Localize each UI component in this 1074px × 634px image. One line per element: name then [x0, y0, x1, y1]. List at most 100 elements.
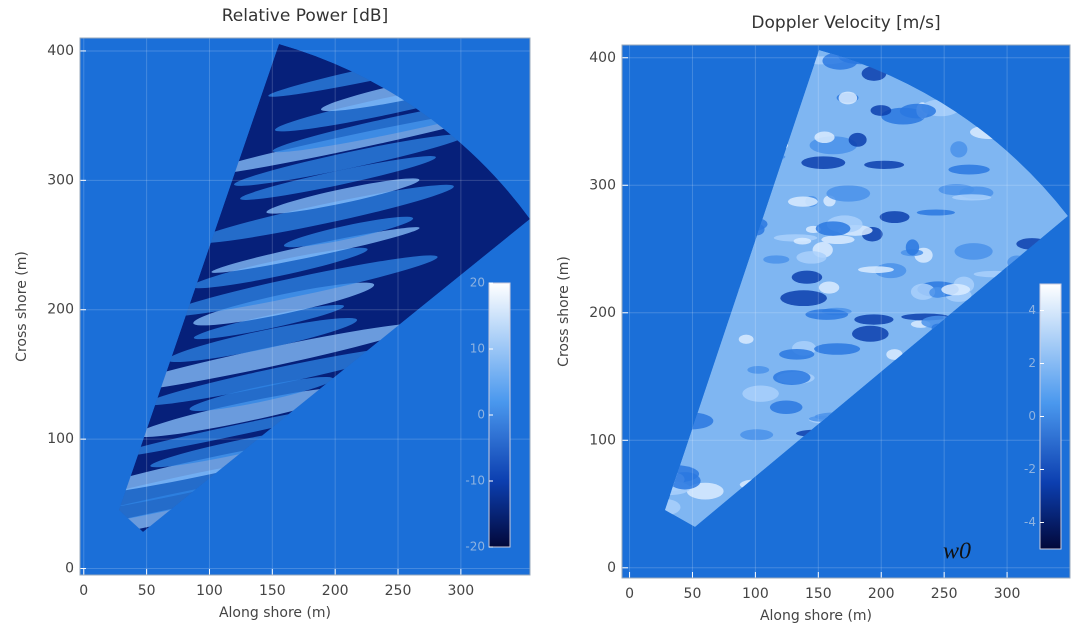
speckle	[773, 370, 811, 385]
colorbar-tick-label: -2	[1024, 462, 1036, 476]
colorbar-tick-label: 10	[470, 342, 485, 356]
x-tick-label: 50	[138, 583, 156, 599]
speckle	[815, 221, 851, 236]
x-tick-label: 250	[931, 586, 958, 602]
colorbar-tick-label: 2	[1028, 356, 1036, 370]
speckle	[665, 499, 681, 516]
speckle	[952, 194, 992, 201]
speckle	[796, 251, 827, 264]
colorbar-tick-label: -4	[1024, 515, 1036, 529]
y-tick-label: 200	[47, 302, 74, 318]
speckle	[742, 385, 779, 402]
y-tick-label: 200	[589, 305, 616, 321]
stripe	[240, 156, 436, 200]
speckle	[821, 235, 855, 245]
x-tick-label: 250	[385, 583, 412, 599]
y-axis-label: Cross shore (m)	[556, 256, 572, 367]
y-axis-label: Cross shore (m)	[14, 251, 30, 362]
x-tick-label: 0	[625, 586, 634, 602]
y-tick-label: 100	[47, 431, 74, 447]
speckle	[826, 185, 871, 202]
stripe	[211, 227, 420, 273]
speckle	[740, 429, 774, 441]
x-tick-label: 300	[447, 583, 474, 599]
speckle	[747, 366, 770, 374]
stripe	[163, 255, 438, 317]
chart-title: Relative Power [dB]	[222, 6, 388, 26]
stripe	[189, 377, 334, 411]
x-tick-label: 150	[805, 586, 832, 602]
speckle	[818, 281, 840, 294]
speckle	[858, 266, 894, 274]
x-tick-label: 200	[322, 583, 349, 599]
colorbar-tick-label: 4	[1028, 303, 1036, 317]
stripe	[193, 282, 375, 326]
x-tick-label: 150	[259, 583, 286, 599]
speckle	[854, 314, 894, 325]
speckle	[886, 349, 903, 360]
stripe	[266, 178, 420, 214]
speckle	[954, 243, 993, 260]
y-tick-label: 300	[589, 177, 616, 193]
y-tick-label: 0	[607, 560, 616, 576]
stripe	[191, 247, 368, 289]
speckle	[848, 132, 867, 147]
speckle	[910, 283, 936, 300]
speckle	[870, 105, 892, 116]
x-axis-label: Along shore (m)	[760, 608, 872, 624]
speckle	[763, 255, 790, 264]
speckle	[838, 91, 858, 105]
speckle	[787, 196, 818, 207]
stripe	[283, 216, 414, 248]
stripe	[167, 317, 358, 363]
chart-title: Doppler Velocity [m/s]	[751, 13, 940, 33]
speckle	[686, 482, 724, 500]
colorbar-tick-label: -20	[465, 540, 485, 554]
annotation: w0	[943, 539, 971, 565]
x-tick-label: 100	[196, 583, 223, 599]
speckle	[941, 283, 971, 296]
stripe	[234, 134, 466, 186]
x-tick-label: 200	[868, 586, 895, 602]
speckle	[814, 131, 835, 144]
y-tick-label: 100	[589, 432, 616, 448]
stripe	[119, 323, 423, 393]
speckle	[879, 211, 910, 224]
colorbar-tick-label: 0	[477, 408, 485, 422]
y-tick-label: 300	[47, 172, 74, 188]
speckle	[851, 325, 889, 342]
speckle	[905, 239, 920, 256]
speckle	[791, 270, 823, 284]
x-tick-label: 0	[79, 583, 88, 599]
speckle	[814, 343, 861, 355]
speckle	[948, 164, 990, 175]
colorbar-tick-label: 20	[470, 276, 485, 290]
y-tick-label: 400	[47, 43, 74, 59]
speckle	[805, 308, 849, 320]
stripe	[135, 386, 355, 438]
speckle	[801, 156, 846, 170]
stripe	[193, 304, 345, 340]
speckle	[769, 400, 803, 415]
y-tick-label: 400	[589, 50, 616, 66]
speckle	[738, 334, 754, 344]
speckle	[950, 141, 968, 158]
plot-frame	[79, 37, 531, 576]
colorbar-tick-label: 0	[1028, 409, 1036, 423]
speckle	[916, 209, 956, 216]
speckle	[779, 348, 815, 360]
speckle	[899, 103, 937, 119]
stripe	[193, 184, 454, 244]
x-tick-label: 100	[742, 586, 769, 602]
speckle	[793, 237, 812, 245]
speckle	[669, 472, 701, 490]
x-tick-label: 50	[684, 586, 702, 602]
speckle	[780, 290, 827, 307]
stripe	[144, 346, 411, 406]
speckle	[864, 160, 905, 169]
y-tick-label: 0	[65, 561, 74, 577]
x-tick-label: 300	[994, 586, 1021, 602]
x-axis-label: Along shore (m)	[219, 605, 331, 621]
